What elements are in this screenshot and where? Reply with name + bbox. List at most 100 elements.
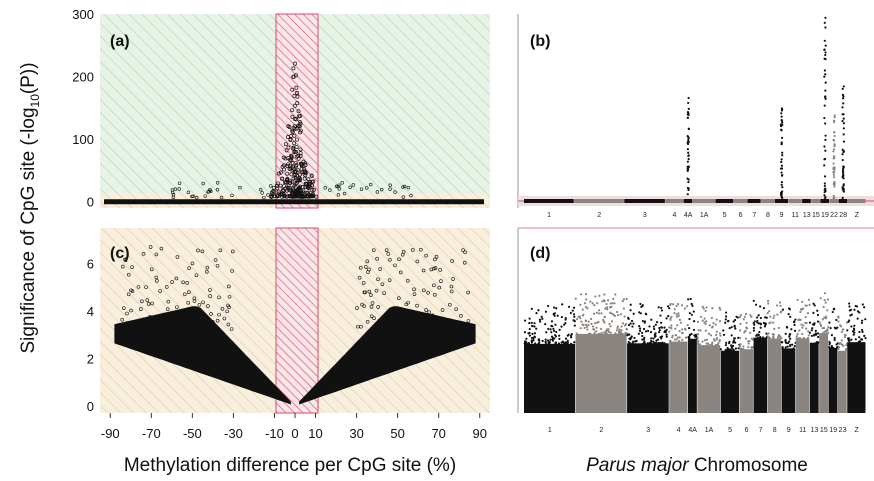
panel-d-point (555, 330, 558, 334)
panel-b-point (687, 180, 690, 184)
panel-d-point (830, 346, 833, 349)
panel-d-point (531, 332, 534, 335)
panel-a-point (295, 101, 300, 106)
panel-a-point (292, 116, 297, 121)
panel-a-point (291, 146, 296, 151)
panel-d-point (665, 317, 668, 320)
panel-d-point (808, 303, 811, 306)
chromosome-label: 9 (787, 427, 791, 434)
panel-b-point (842, 140, 846, 143)
panel-b-point (832, 150, 835, 153)
panel-d-point (715, 330, 718, 333)
panel-c-point (404, 302, 409, 307)
panel-d-point (620, 325, 623, 328)
panel-d-point (528, 327, 531, 331)
panel-d-point (776, 313, 779, 316)
panel-c-point (141, 251, 146, 256)
panel-d-point (532, 339, 535, 342)
panel-d-point (799, 310, 802, 314)
panel-d-point (710, 343, 713, 346)
panel-d-point (798, 337, 801, 340)
panel-d-point (792, 320, 796, 324)
panel-d-point (856, 317, 859, 320)
panel-d-point (653, 327, 656, 331)
panel-c-point (433, 292, 437, 297)
chromosome-label: 2 (599, 427, 603, 434)
panel-b-point (823, 104, 826, 107)
chromosome-label: Z (855, 212, 860, 219)
chromosome-label: 4A (684, 212, 693, 219)
panel-c-point (166, 299, 171, 304)
panel-d-point (589, 332, 592, 335)
panel-d-point (863, 306, 866, 309)
panel-d-point (652, 325, 655, 328)
panel-a-point (285, 135, 290, 140)
panel-a-point (215, 181, 220, 185)
panel-d-point (595, 330, 598, 333)
panel-d-point (553, 314, 556, 317)
panel-a: 0 100 200 300 (a) (72, 7, 490, 210)
panel-c-point (175, 255, 180, 259)
panel-c-y-ticks: 0 2 4 6 (87, 257, 94, 414)
panel-d-point (675, 313, 678, 316)
panel-b-point (842, 85, 845, 88)
chromosome-label: 11 (792, 212, 799, 219)
panel-d-point (688, 317, 691, 321)
panel-d-point (772, 316, 775, 320)
panel-d-point (861, 303, 864, 306)
panel-d-point (679, 321, 683, 324)
panel-b: 1 2 3 4 4A 1A 5 6 7 8 9 11 13 15 19 22 28 Z (b) (517, 14, 874, 229)
panel-d-point (762, 307, 766, 310)
panel-d-point (601, 300, 604, 303)
panel-d-point (644, 330, 648, 333)
panel-d-point (722, 329, 725, 332)
panel-d-point (807, 298, 811, 301)
panel-a-point (306, 181, 311, 186)
panel-a-point (292, 93, 297, 98)
panel-b-point (823, 116, 826, 120)
chromosome-label: 15 (812, 212, 820, 219)
chromosome-label: 9 (780, 212, 784, 219)
panel-d-point (551, 339, 555, 342)
panel-d-point (853, 324, 856, 327)
panel-d-point (528, 334, 532, 337)
panel-c-point (428, 318, 432, 322)
panel-c-point (415, 303, 419, 308)
panel-c-xtick: -30 (224, 426, 243, 441)
panel-d-point (671, 336, 674, 339)
panel-c-point (444, 322, 449, 326)
panel-d-point (560, 325, 563, 328)
panel-c-point (157, 326, 162, 330)
panel-d-point (788, 340, 791, 343)
panel-d-point (810, 334, 813, 337)
panel-c-point (222, 316, 227, 321)
panel-d-point (805, 321, 808, 325)
panel-d-point (836, 326, 839, 329)
panel-d-point (726, 348, 729, 352)
panel-d-point (850, 338, 853, 341)
panel-c-point (434, 327, 439, 332)
panel-d-point (621, 300, 624, 303)
panel-c-point (357, 275, 362, 280)
panel-d-chromosome-block (627, 343, 669, 413)
panel-c-point (181, 280, 185, 285)
panel-b-chromosome-labels: 1 2 3 4 4A 1A 5 6 7 8 9 11 13 15 19 22 28 Z (547, 212, 860, 219)
panel-b-point (833, 139, 836, 142)
chromosome-label: 1 (547, 212, 551, 219)
panel-d-point (733, 325, 736, 328)
panel-d-point (671, 303, 675, 306)
panel-d-point (569, 334, 573, 337)
panel-d-point (704, 309, 707, 313)
panel-b-point (687, 151, 690, 154)
panel-d-point (744, 312, 748, 316)
panel-d-point (669, 303, 672, 307)
panel-d-point (853, 331, 856, 334)
panel-d-point (708, 324, 711, 327)
panel-a-point (298, 128, 303, 133)
panel-d-point (801, 332, 804, 336)
panel-c-left-wedge (114, 306, 291, 405)
panel-c-point (433, 266, 438, 270)
panel-c-point (205, 269, 209, 274)
panel-d-point (787, 313, 790, 316)
panel-c-point (149, 267, 154, 272)
